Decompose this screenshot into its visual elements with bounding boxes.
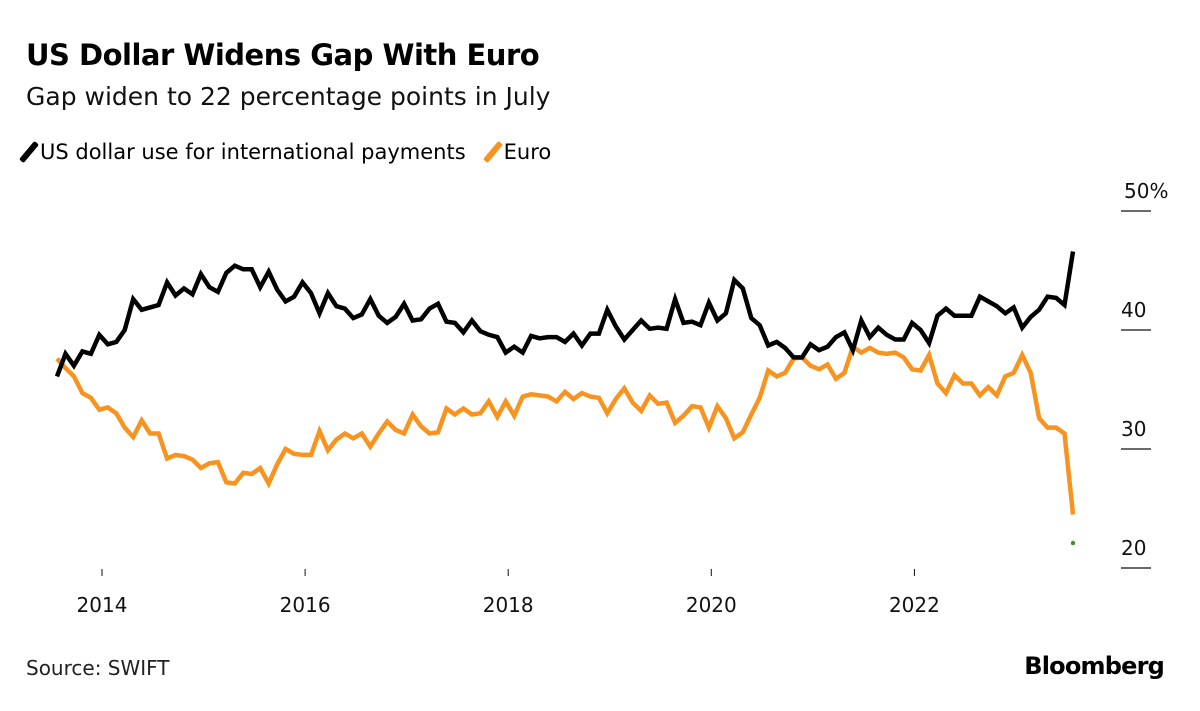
gap-marker-dot [1070, 540, 1076, 546]
legend: US dollar use for international payments… [18, 140, 565, 164]
series-line-usd [54, 251, 1076, 378]
series-line-euro [55, 343, 1076, 515]
legend-item-euro: Euro [482, 140, 552, 164]
x-tick-label: 2014 [77, 593, 128, 617]
legend-item-usd: US dollar use for international payments [18, 140, 466, 164]
x-tick-label: 2022 [889, 593, 940, 617]
y-tick-label: 30 [1121, 417, 1146, 441]
y-tick-label: 40 [1121, 298, 1146, 322]
source-note: Source: SWIFT [26, 656, 170, 680]
bloomberg-logo: Bloomberg [1024, 652, 1165, 680]
x-tick-label: 2020 [686, 593, 737, 617]
chart-subtitle: Gap widen to 22 percentage points in Jul… [26, 82, 551, 111]
chart-title: US Dollar Widens Gap With Euro [26, 38, 540, 72]
y-tick-label: 50% [1124, 179, 1168, 203]
legend-label-euro: Euro [503, 140, 552, 164]
x-tick-label: 2018 [483, 593, 534, 617]
legend-label-usd: US dollar use for international payments [40, 140, 466, 164]
x-tick-label: 2016 [280, 593, 331, 617]
y-tick-label: 20 [1121, 536, 1146, 560]
